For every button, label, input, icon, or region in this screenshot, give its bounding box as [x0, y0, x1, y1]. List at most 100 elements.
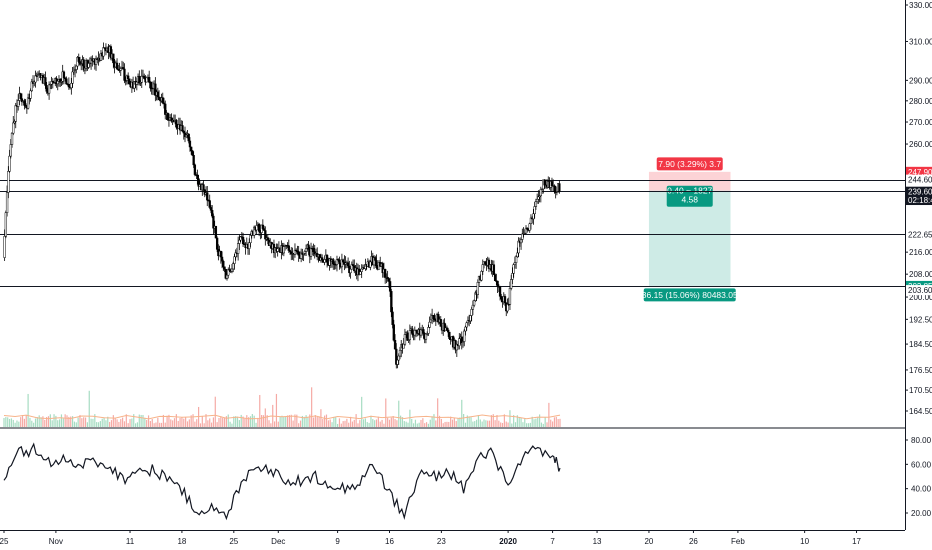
horizontal-lines[interactable] [0, 180, 905, 287]
candle-body [12, 122, 15, 134]
volume-bar [194, 421, 196, 427]
price-tick-label: 200.00 [909, 293, 932, 302]
volume-bar [227, 414, 229, 427]
volume-bar [513, 415, 515, 427]
candle-body [187, 133, 190, 142]
candle [148, 70, 151, 84]
candle-body [369, 261, 372, 268]
candle-body [56, 80, 59, 85]
volume-bar [429, 419, 431, 427]
candle [403, 328, 407, 346]
volume-bar [236, 416, 239, 427]
volume-bar [122, 417, 124, 427]
candle-body [262, 228, 266, 231]
candle [472, 299, 476, 308]
candle-body [208, 200, 211, 208]
volume-bar [349, 416, 352, 427]
oscillator-line [3, 442, 561, 521]
volume-bar [418, 422, 420, 427]
volume-bar [44, 419, 46, 427]
volume-bar [149, 421, 152, 427]
volume-bar [12, 419, 14, 427]
candle [190, 146, 193, 155]
candle-body [481, 264, 484, 272]
volume-bar [488, 420, 491, 427]
candle-body [70, 83, 73, 89]
candle [526, 227, 529, 233]
volume-bar [77, 417, 79, 427]
candle-body [402, 343, 405, 349]
volume-bar [36, 417, 38, 427]
candle-body [75, 65, 78, 70]
volume-bar [133, 414, 135, 427]
candle-body [411, 328, 414, 335]
price-tick-label: 184.50 [909, 340, 932, 349]
time-tick-label: 2020 [499, 537, 517, 546]
volume-bar [277, 421, 279, 427]
volume-bar [249, 416, 252, 427]
volume-bar [23, 418, 25, 427]
candle-body [387, 278, 391, 282]
price-tick-label: 270.00 [909, 118, 932, 127]
volume-bar [307, 417, 309, 427]
price-tick-label: 280.00 [909, 97, 932, 106]
candle-body [429, 319, 433, 323]
candle [533, 201, 536, 219]
candle-body [29, 90, 32, 99]
volume-bar [71, 416, 74, 427]
candle [360, 264, 363, 279]
volume-bar [398, 400, 400, 427]
time-tick-label: 26 [689, 537, 698, 546]
volume-bar [192, 414, 194, 427]
volume-bar [537, 417, 539, 427]
volume-bar [172, 420, 174, 427]
candle-body [193, 164, 197, 175]
candle [427, 324, 430, 336]
time-tick-label: 13 [593, 537, 602, 546]
candle-body [17, 100, 20, 107]
volume-bar [448, 421, 450, 427]
candle [14, 102, 17, 129]
volume-bar [151, 419, 153, 427]
volume-bar [86, 422, 88, 427]
candle-body [512, 264, 515, 274]
volume-bar [457, 418, 459, 427]
time-axis[interactable]: 25 Nov 11 18 25 Dec 9 16 23 2020 7 13 20 26 Feb 10 17 [0, 530, 862, 546]
candle-body [472, 300, 476, 306]
candle-body [312, 248, 315, 252]
volume-bar [160, 422, 163, 427]
time-tick-label: 11 [126, 537, 135, 546]
candle-body [206, 192, 209, 201]
price-label-text: 203.60 [908, 286, 932, 295]
volume-bar [251, 414, 253, 427]
volume-bar [401, 417, 404, 427]
candle-body [458, 338, 461, 347]
volume-bar [175, 414, 177, 427]
volume-bar [550, 419, 552, 427]
volume-bar [55, 415, 57, 427]
volume-bar [312, 417, 315, 427]
center-label-line-2: 4.58 [681, 195, 698, 205]
volume-bar [90, 418, 92, 427]
candle-body [175, 119, 178, 128]
price-axis[interactable]: 330.00 310.00 290.00 280.00 270.00 260.00 216.… [905, 1, 932, 518]
candle-body [428, 321, 431, 328]
candle-body [471, 304, 475, 310]
long-position-tool[interactable]: 7.90 (3.29%) 3.7 36.15 (15.06%) 80483.05 0… [642, 157, 738, 302]
volume-bar [362, 419, 365, 427]
volume-bar [481, 421, 483, 427]
volume-bar [16, 420, 18, 427]
candle [4, 210, 8, 239]
candle [223, 266, 226, 272]
candle-body [342, 259, 345, 263]
price-tick-label: 176.50 [909, 366, 932, 375]
volume-bar [246, 415, 248, 427]
volume-bar [479, 419, 481, 427]
volume-bar [422, 418, 424, 427]
volume-bar [5, 417, 7, 427]
candle [335, 255, 339, 272]
candle-body [528, 223, 531, 231]
volume-bar [225, 416, 227, 427]
volume-bar [514, 422, 517, 427]
